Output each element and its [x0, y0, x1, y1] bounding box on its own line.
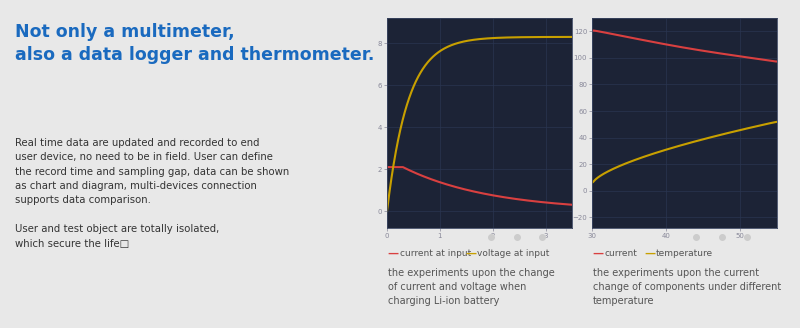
Text: voltage at input: voltage at input: [478, 250, 550, 258]
Text: —: —: [388, 249, 399, 259]
Text: Real time data are updated and recorded to end
user device, no need to be in fie: Real time data are updated and recorded …: [15, 138, 289, 249]
Text: —: —: [466, 249, 477, 259]
Text: Not only a multimeter,
also a data logger and thermometer.: Not only a multimeter, also a data logge…: [15, 23, 374, 64]
Text: temperature: temperature: [656, 250, 713, 258]
Text: the experiments upon the current
change of components under different
temperatur: the experiments upon the current change …: [593, 268, 781, 306]
Text: —: —: [644, 249, 655, 259]
Text: current at input: current at input: [400, 250, 471, 258]
Text: current: current: [605, 250, 638, 258]
Text: —: —: [593, 249, 604, 259]
Text: the experiments upon the change
of current and voltage when
charging Li-ion batt: the experiments upon the change of curre…: [388, 268, 554, 306]
